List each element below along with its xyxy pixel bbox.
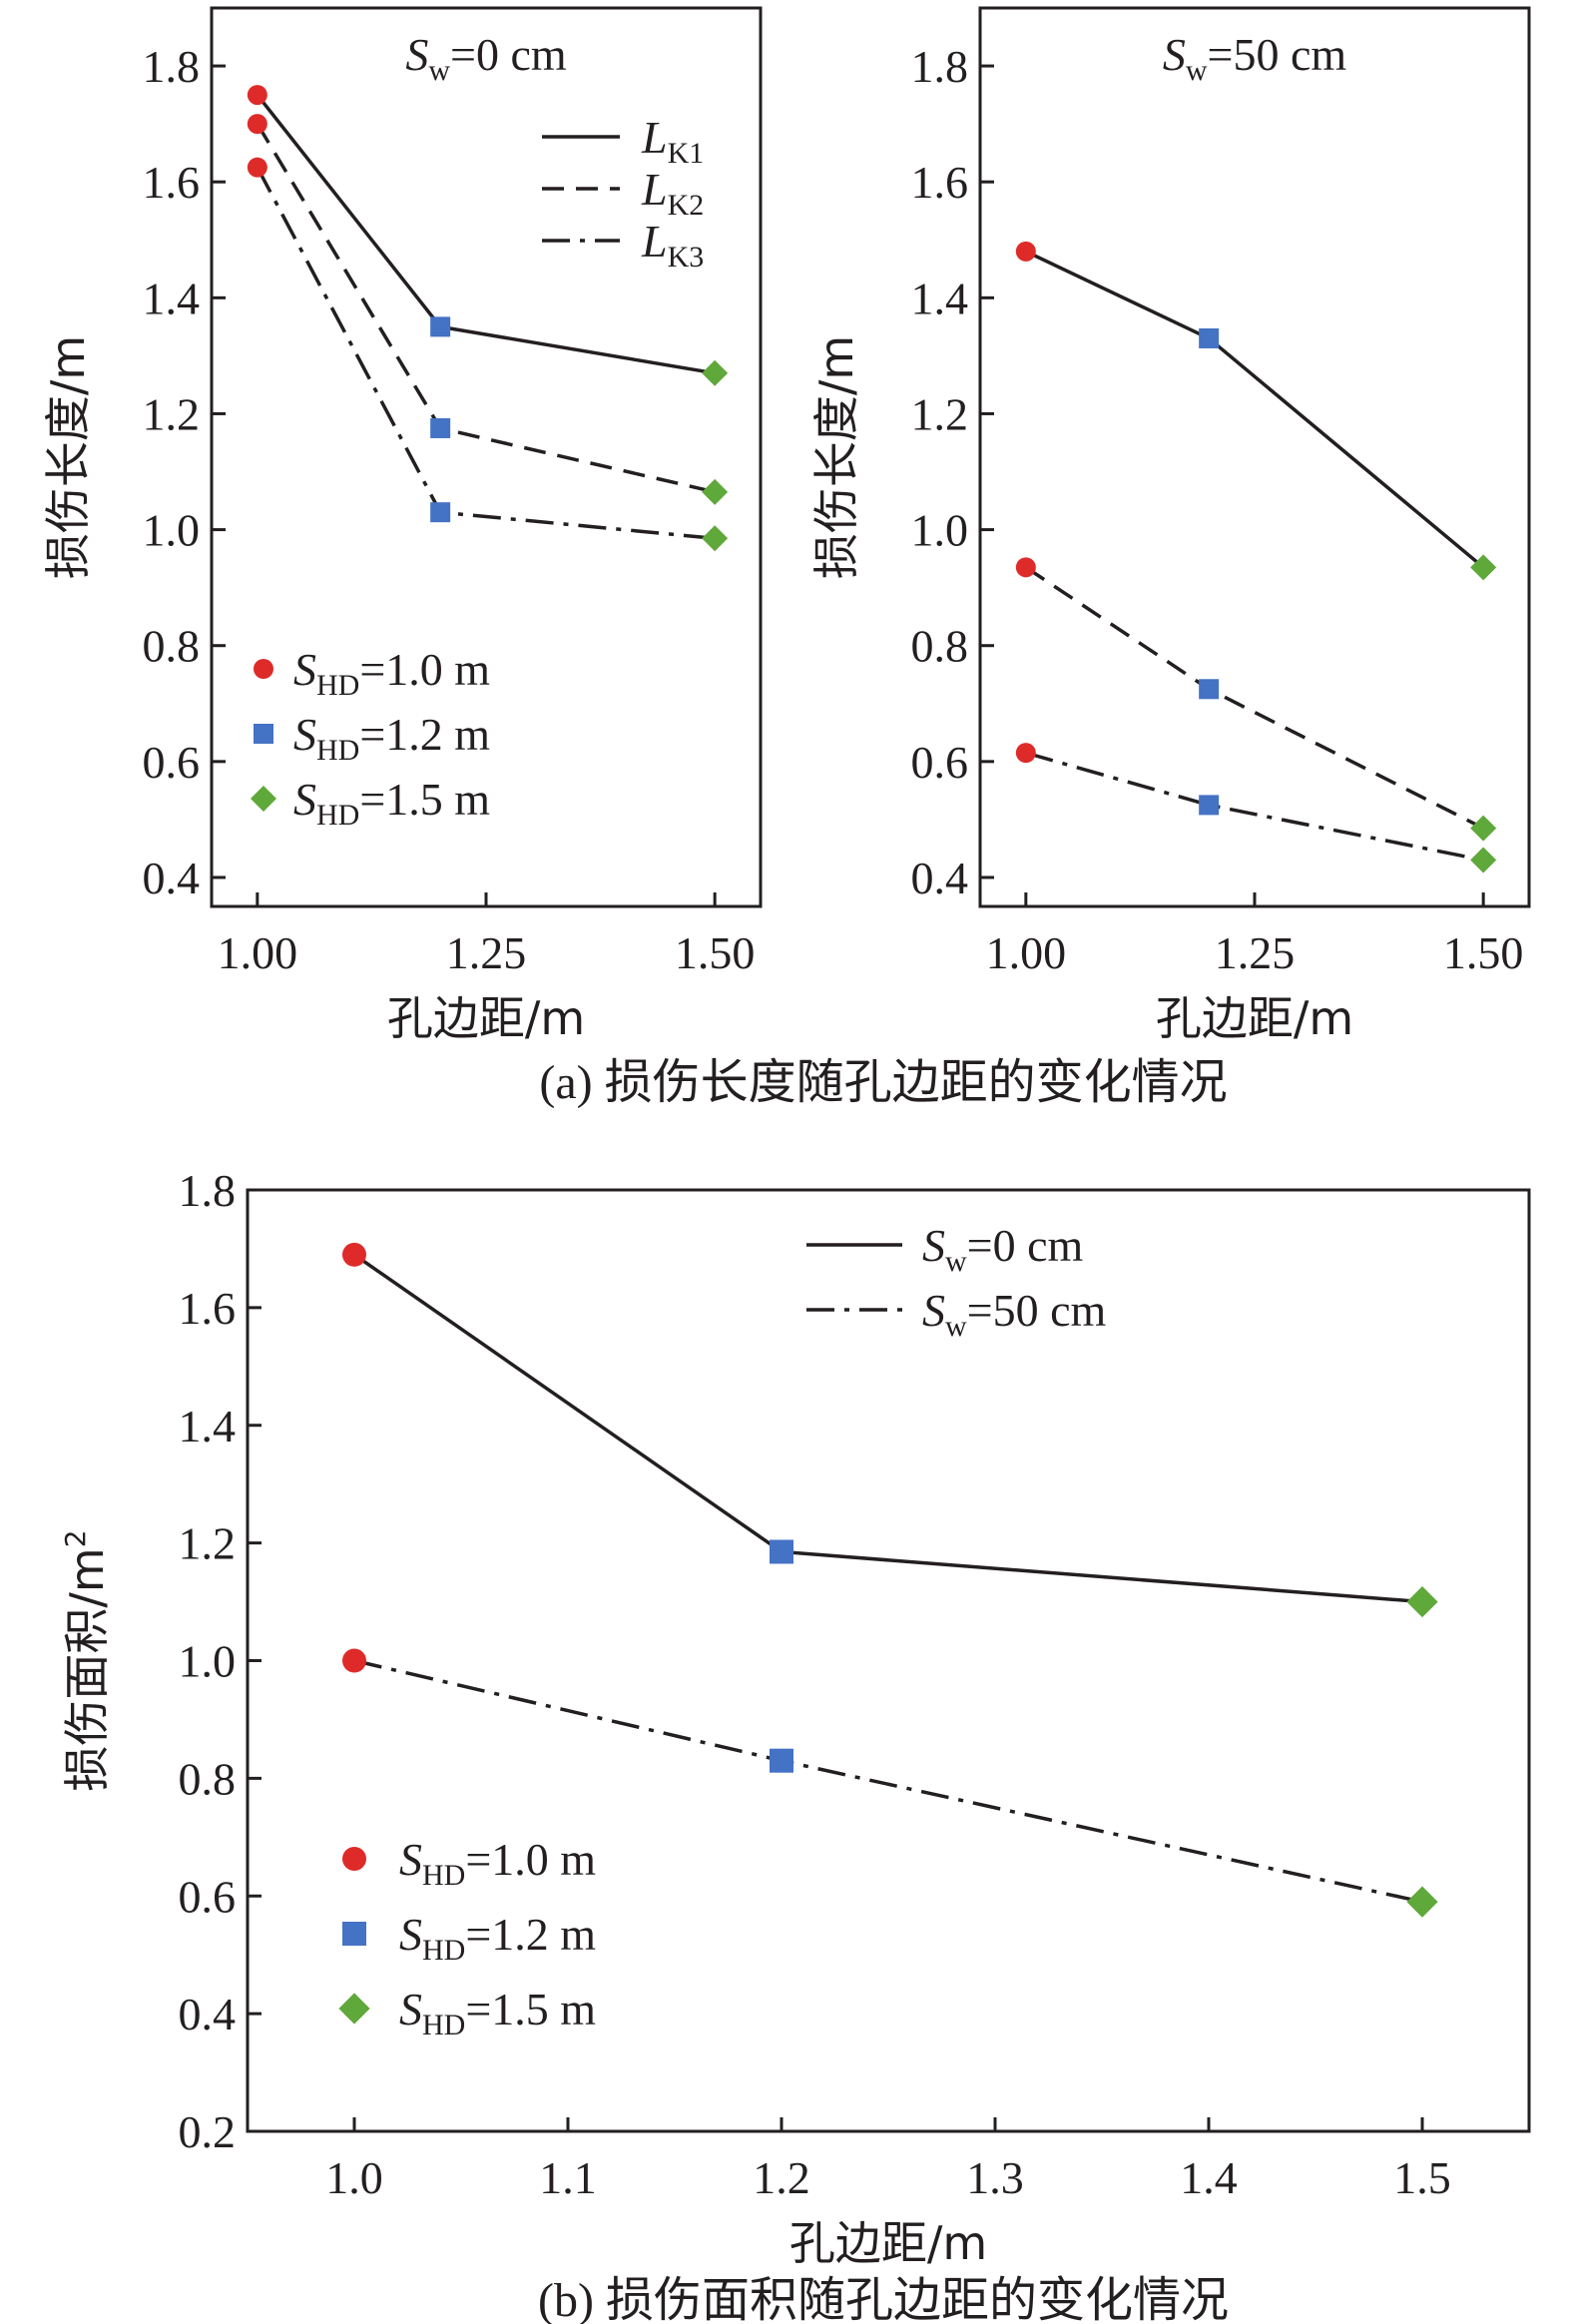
y-tick-label: 1.2	[179, 1518, 237, 1569]
series-line	[1024, 565, 1484, 831]
y-tick-label: 1.0	[911, 505, 969, 556]
x-axis-title: 孔边距/m	[387, 991, 585, 1045]
data-point	[702, 525, 729, 552]
data-point	[430, 417, 451, 438]
data-point	[247, 85, 267, 106]
y-tick-label: 1.4	[143, 273, 201, 323]
y-tick-label: 1.0	[179, 1636, 237, 1687]
y-tick-label: 0.6	[911, 737, 969, 788]
y-tick-label: 1.0	[143, 505, 201, 556]
data-point	[1470, 554, 1497, 581]
x-tick-label: 1.2	[753, 2152, 810, 2203]
y-axis-title: 损伤面积/m2	[59, 1529, 114, 1791]
y-tick-label: 1.8	[179, 1165, 237, 1216]
data-point	[1470, 847, 1497, 873]
data-point	[247, 114, 267, 135]
data-point	[1015, 743, 1036, 764]
legend-line-label: LK1	[641, 112, 704, 170]
x-tick-label: 1.25	[446, 927, 527, 978]
x-tick-label: 1.1	[539, 2152, 597, 2203]
data-point	[430, 316, 451, 337]
x-tick-label: 1.3	[966, 2152, 1024, 2203]
data-point	[1199, 795, 1220, 816]
legend-marker	[342, 1847, 366, 1871]
series-line	[1025, 250, 1485, 569]
legend-marker-label: SHD=1.5 m	[399, 1984, 596, 2041]
data-point	[770, 1539, 793, 1564]
x-axis-title: 孔边距/m	[789, 2216, 987, 2270]
y-tick-label: 0.8	[143, 621, 201, 672]
legend-marker	[338, 1993, 370, 2025]
data-point	[1015, 557, 1036, 578]
y-tick-label: 0.6	[179, 1871, 237, 1922]
data-point	[247, 157, 267, 178]
data-point	[1406, 1886, 1438, 1918]
y-axis-title: 损伤长度/m	[809, 335, 863, 579]
x-tick-label: 1.5	[1393, 2152, 1451, 2203]
y-tick-label: 1.6	[179, 1283, 237, 1334]
y-tick-label: 1.6	[143, 157, 201, 208]
legend-line-label: Sw=0 cm	[922, 1220, 1084, 1278]
legend-line-label: LK3	[641, 216, 704, 274]
x-tick-label: 1.50	[675, 927, 756, 978]
legend-marker-label: SHD=1.0 m	[293, 644, 490, 702]
chart-a-right: 1.00 1.25 1.50 0.4 0.6 0.8 1.0 1.2 1.4 1.6 1.8 孔边距/…	[809, 6, 1531, 1045]
legend-line-label: Sw=50 cm	[922, 1285, 1107, 1343]
y-tick-label: 0.4	[143, 853, 201, 903]
x-tick-label: 1.00	[218, 927, 298, 978]
y-tick-label: 0.6	[143, 737, 201, 788]
chart-b: 1.0 1.1 1.2 1.3 1.4 1.5 0.2 0.4 0.6 0.8 1.0 1.2 1.4 1…	[59, 1165, 1531, 2270]
caption-a: (a) 损伤长度随孔边距的变化情况	[539, 1056, 1227, 1109]
legend-marker	[254, 659, 273, 679]
series-line	[1025, 751, 1484, 863]
data-point	[1015, 241, 1036, 262]
data-point	[770, 1748, 793, 1773]
legend-marker	[254, 724, 273, 744]
x-tick-label: 1.00	[986, 927, 1067, 978]
legend-line-label: LK2	[641, 164, 704, 222]
chart-a-left: 1.00 1.25 1.50 0.4 0.6 0.8 1.0 1.2 1.4 1.6 1.8 孔边距/…	[41, 6, 763, 1045]
y-tick-label: 0.8	[179, 1753, 237, 1804]
plot-title: Sw=50 cm	[1163, 29, 1347, 87]
data-point	[1199, 327, 1220, 348]
data-point	[342, 1648, 366, 1673]
y-tick-label: 0.2	[179, 2106, 237, 2157]
series-line	[353, 1253, 1423, 1604]
x-axis-title: 孔边距/m	[1156, 991, 1353, 1045]
legend-marker-label: SHD=1.2 m	[293, 709, 490, 767]
plot-frame	[246, 1188, 1531, 2133]
y-tick-label: 1.2	[143, 388, 201, 439]
plot-frame	[978, 6, 1531, 908]
y-tick-label: 0.8	[911, 621, 969, 672]
data-point	[1406, 1585, 1438, 1618]
y-tick-label: 1.2	[911, 388, 969, 439]
x-tick-label: 1.25	[1215, 927, 1296, 978]
x-tick-label: 1.50	[1443, 927, 1524, 978]
plot-title: Sw=0 cm	[405, 29, 567, 87]
x-tick-label: 1.0	[325, 2152, 383, 2203]
data-point	[1470, 815, 1497, 842]
y-tick-label: 0.4	[911, 853, 969, 903]
y-tick-label: 1.8	[143, 41, 201, 92]
legend-marker-label: SHD=1.2 m	[399, 1909, 596, 1967]
caption-b: (b) 损伤面积随孔边距的变化情况	[538, 2274, 1229, 2324]
data-point	[702, 359, 729, 386]
y-tick-label: 1.8	[911, 41, 969, 92]
data-point	[430, 502, 451, 523]
legend-marker	[342, 1922, 366, 1946]
data-point	[1199, 679, 1220, 700]
data-point	[702, 478, 729, 505]
y-tick-label: 1.4	[179, 1401, 237, 1452]
data-point	[342, 1242, 366, 1267]
legend-marker-label: SHD=1.0 m	[399, 1834, 596, 1892]
legend-marker	[251, 786, 276, 812]
y-tick-label: 1.4	[911, 273, 969, 323]
y-tick-label: 1.6	[911, 157, 969, 208]
y-tick-label: 0.4	[179, 1989, 237, 2039]
y-axis-title: 损伤长度/m	[41, 335, 95, 579]
x-tick-label: 1.4	[1180, 2152, 1238, 2203]
legend-marker-label: SHD=1.5 m	[293, 774, 490, 832]
